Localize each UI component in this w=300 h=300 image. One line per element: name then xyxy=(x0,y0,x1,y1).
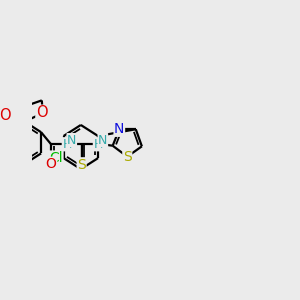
Text: N: N xyxy=(98,134,107,147)
Text: N: N xyxy=(114,122,124,136)
Text: H: H xyxy=(62,138,72,151)
Text: S: S xyxy=(123,150,132,164)
Text: N: N xyxy=(67,134,76,147)
Text: S: S xyxy=(77,158,86,172)
Text: O: O xyxy=(0,109,11,124)
Text: O: O xyxy=(46,157,56,171)
Text: Cl: Cl xyxy=(49,151,63,165)
Text: H: H xyxy=(93,138,103,151)
Text: O: O xyxy=(36,105,48,120)
